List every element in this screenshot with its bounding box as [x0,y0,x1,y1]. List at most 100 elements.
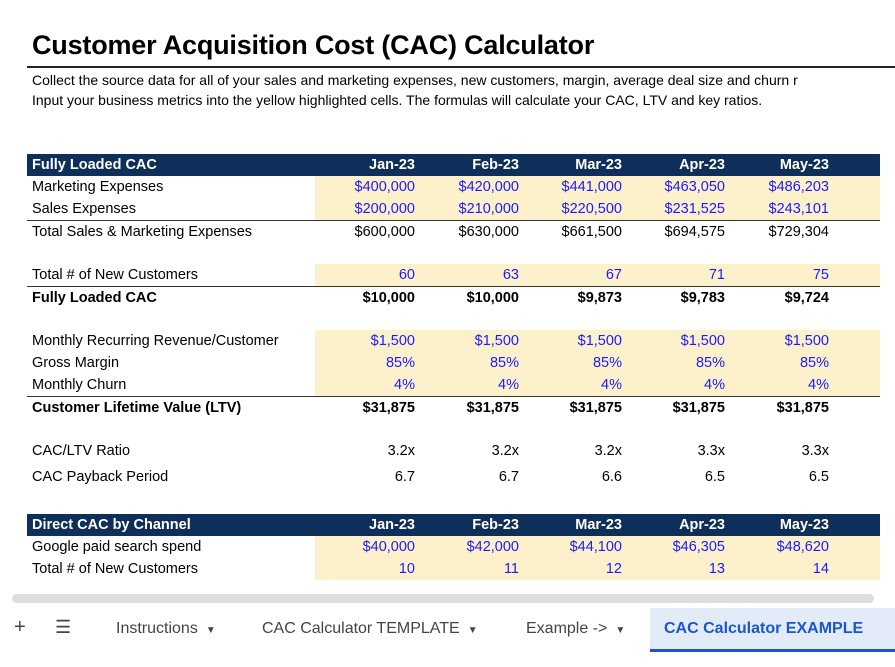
tab-instructions[interactable]: Instructions ▼ [116,620,216,638]
cell-value: $ [829,400,880,416]
cell-value[interactable]: 85% [592,355,622,371]
cell-value: 3.2x [387,443,415,459]
caret-down-icon[interactable]: ▼ [205,625,216,636]
cell-value[interactable]: $1,500 [577,333,622,349]
table-row: Total Sales & Marketing Expenses $600,000… [27,220,880,242]
cell-value[interactable]: $210,000 [458,201,519,217]
tab-cac-calculator-example[interactable]: CAC Calculator EXAMPLE [664,620,864,637]
cell-value: $9,783 [680,290,725,306]
cell-value[interactable]: 11 [503,561,519,577]
cell-value[interactable]: $420,000 [458,179,519,195]
table-row [27,242,880,264]
caret-down-icon[interactable]: ▼ [615,625,626,636]
table-header-row: Direct CAC by Channel Jan-23 Feb-23 Mar-23 A… [27,514,880,536]
table-row [27,418,880,440]
tab-cac-calculator-template[interactable]: CAC Calculator TEMPLATE ▼ [262,620,478,638]
cell-value[interactable]: 4% [704,377,725,393]
row-label: Monthly Churn [32,377,127,393]
cell-value[interactable]: 63 [502,267,519,283]
cell-value[interactable]: 67 [605,267,622,283]
cell-value: $31,875 [466,400,519,416]
month-header: Apr-23 [679,157,725,173]
table-row: Total # of New Customers 60 63 67 71 75 [27,264,880,286]
tab-example[interactable]: Example -> ▼ [526,620,625,638]
cell-value[interactable]: 4% [601,377,622,393]
cell-value[interactable]: $42,000 [466,539,519,555]
cell-value[interactable]: $5 [829,179,880,195]
cell-value[interactable]: $40,000 [362,539,415,555]
cell-value[interactable]: 71 [708,267,725,283]
cell-value: 3.3x [697,443,725,459]
cell-value[interactable]: 4% [808,377,829,393]
cell-value: 3.2x [594,443,622,459]
cell-value: 6.7 [394,469,415,485]
cell-value: $9,873 [577,290,622,306]
row-label: CAC Payback Period [32,469,169,485]
cell-value[interactable]: 4% [394,377,415,393]
month-header: Apr-23 [679,517,725,533]
cell-value: 6.5 [704,469,725,485]
row-label: Total Sales & Marketing Expenses [32,224,253,240]
cell-value[interactable]: $486,203 [768,179,829,195]
table-row: CAC/LTV Ratio 3.2x 3.2x 3.2x 3.3x 3.3x [27,440,880,466]
cell-value[interactable]: 85% [695,355,725,371]
plus-icon[interactable]: + [14,616,26,638]
row-label: Total # of New Customers [32,561,199,577]
cell-value[interactable]: 4% [498,377,519,393]
cell-value[interactable]: $463,050 [664,179,725,195]
all-sheets-icon[interactable]: ☰ [55,617,72,637]
horizontal-scrollbar[interactable] [12,594,874,603]
table-row: Total # of New Customers 10 11 12 13 14 [27,558,880,580]
cell-value[interactable]: $400,000 [354,179,415,195]
input-highlight [315,374,880,396]
cell-value[interactable]: $1,500 [680,333,725,349]
cell-value[interactable]: 60 [398,267,415,283]
cell-value: 3.2x [491,443,519,459]
cell-value[interactable]: 75 [812,267,829,283]
cell-value[interactable]: 85% [799,355,829,371]
input-highlight [315,536,880,558]
cell-value[interactable]: $200,000 [354,201,415,217]
cell-value: $7 [829,224,880,240]
title-divider [27,66,895,68]
cell-value[interactable]: $1,500 [784,333,829,349]
row-label: CAC/LTV Ratio [32,443,131,459]
cell-value[interactable]: $243,101 [768,201,829,217]
tab-label: CAC Calculator TEMPLATE [262,620,460,637]
cell-value[interactable]: $2 [829,201,880,217]
caret-down-icon[interactable]: ▼ [467,625,478,636]
cell-value: $729,304 [768,224,829,240]
row-label: Gross Margin [32,355,120,371]
cell-value[interactable]: 12 [605,561,622,577]
cell-value[interactable]: $46,305 [672,539,725,555]
cell-value[interactable]: 85% [489,355,519,371]
input-highlight [315,352,880,374]
input-highlight [315,330,880,352]
cell-value[interactable]: $48,620 [776,539,829,555]
cell-value[interactable]: $1,500 [474,333,519,349]
cell-value: $694,575 [664,224,725,240]
cell-value[interactable]: $231,525 [664,201,725,217]
table-row: CAC Payback Period 6.7 6.7 6.6 6.5 6.5 [27,466,880,492]
row-label: Fully Loaded CAC [32,290,157,306]
row-label: Monthly Recurring Revenue/Customer [32,333,279,349]
cell-value[interactable]: $44,100 [569,539,622,555]
input-highlight [315,198,880,220]
tab-label: Example -> [526,620,608,637]
cell-value[interactable]: $1,500 [370,333,415,349]
cell-value: $10,000 [466,290,519,306]
cell-value[interactable]: 10 [398,561,415,577]
cell-value: 6.7 [498,469,519,485]
table-row: Fully Loaded CAC $10,000 $10,000 $9,873 $9,7… [27,286,880,308]
cell-value[interactable]: 85% [385,355,415,371]
input-highlight [315,558,880,580]
cell-value[interactable]: 13 [708,561,725,577]
month-header: Jan-23 [369,517,415,533]
cell-value[interactable]: $ [829,539,880,555]
cell-value[interactable]: $441,000 [561,179,622,195]
cell-value[interactable]: $220,500 [561,201,622,217]
fully-loaded-cac-table: Fully Loaded CAC Jan-23 Feb-23 Mar-23 Apr-23… [27,154,880,492]
table-row: Monthly Recurring Revenue/Customer $1,500… [27,330,880,352]
table-row: Customer Lifetime Value (LTV) $31,875 $31,… [27,396,880,418]
cell-value[interactable]: 14 [812,561,829,577]
